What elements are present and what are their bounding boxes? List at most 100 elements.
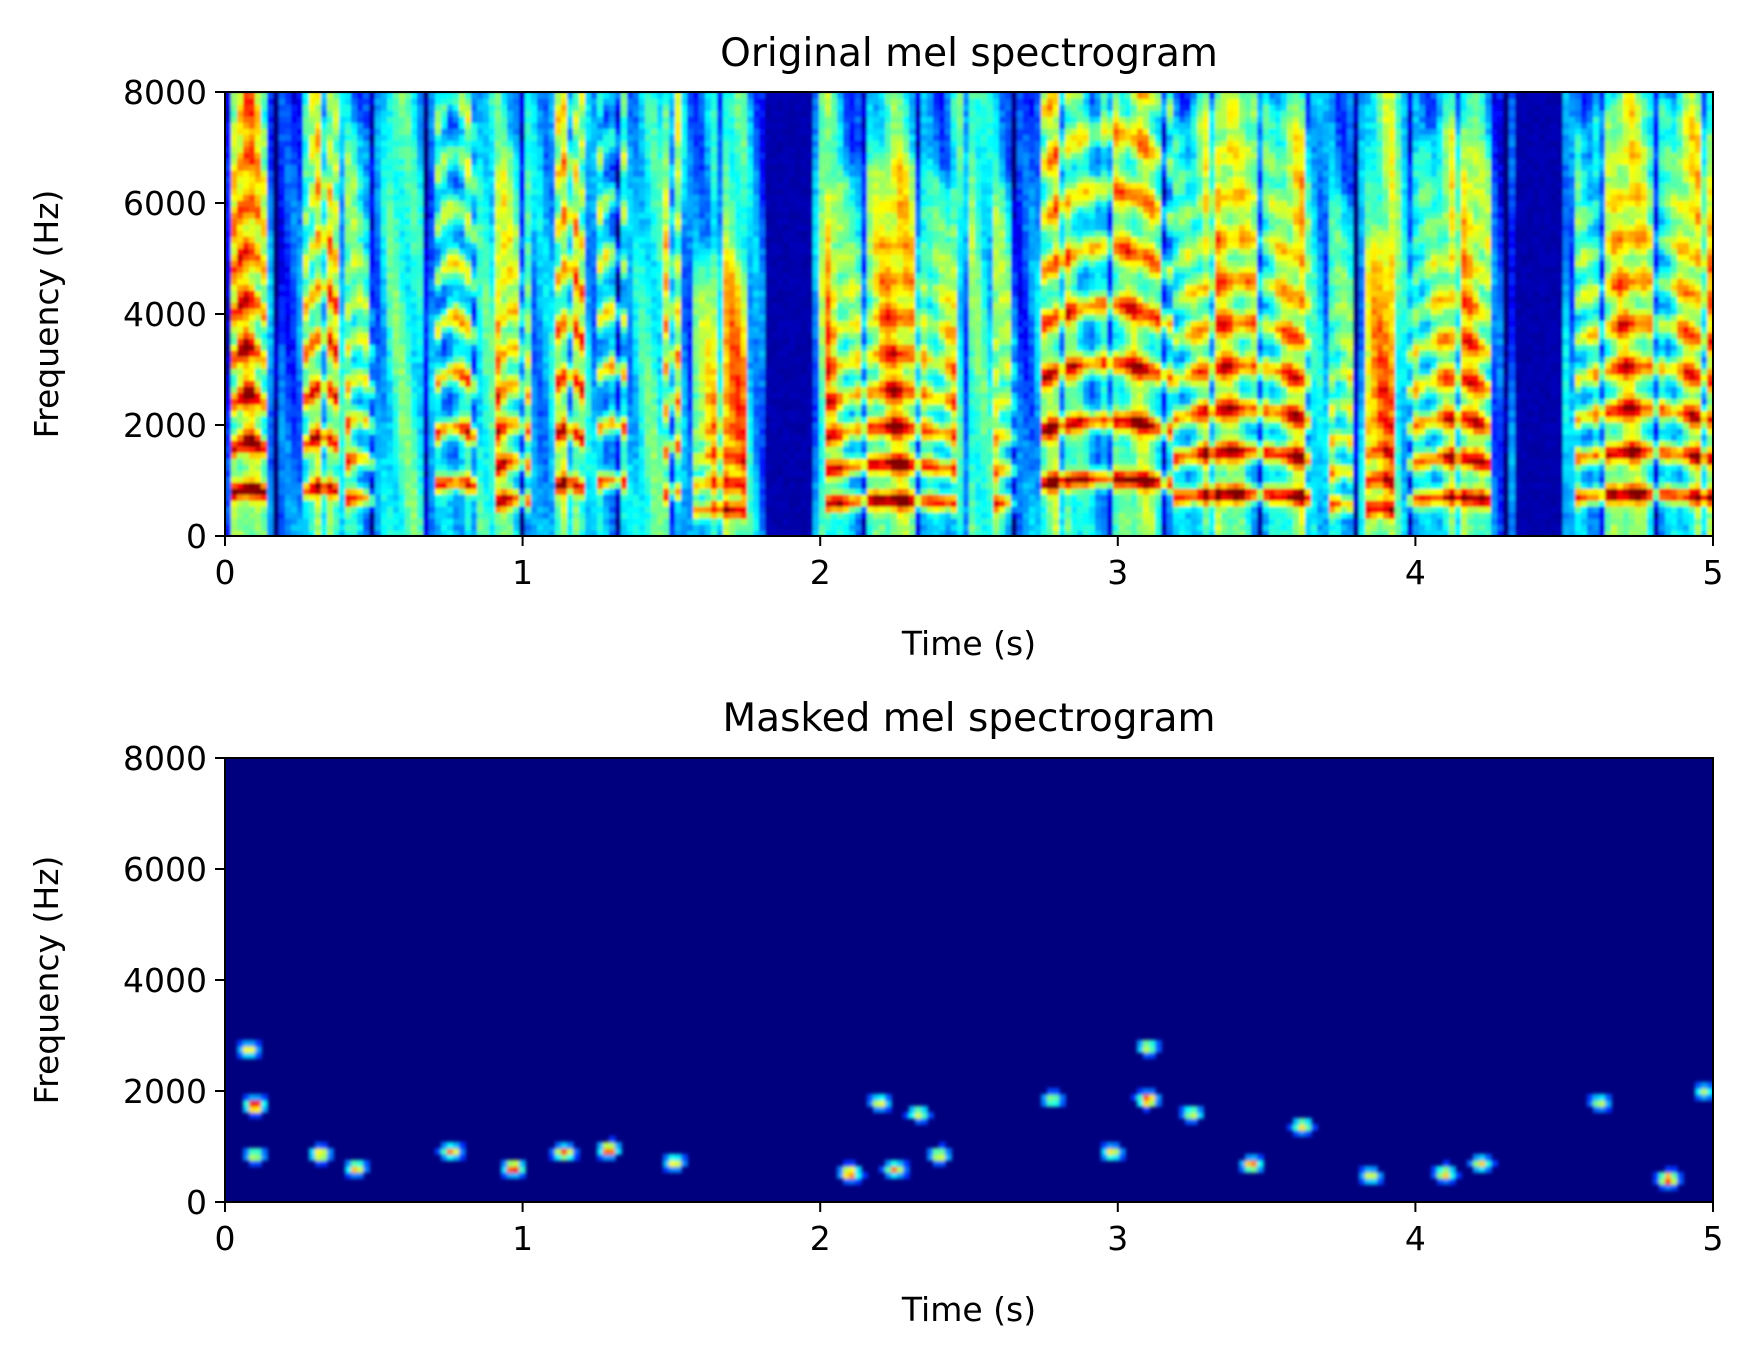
heatmap-cell bbox=[507, 212, 514, 219]
heatmap-cell bbox=[273, 122, 280, 129]
heatmap-cell bbox=[321, 326, 328, 333]
heatmap-cell bbox=[291, 392, 298, 399]
heatmap-cell bbox=[369, 248, 376, 255]
heatmap-cell bbox=[525, 218, 532, 225]
heatmap-cell bbox=[579, 440, 586, 447]
heatmap-cell bbox=[243, 524, 250, 531]
heatmap-cell bbox=[459, 128, 466, 135]
heatmap-cell bbox=[273, 434, 280, 441]
heatmap-cell bbox=[471, 290, 478, 297]
heatmap-cell bbox=[519, 290, 526, 297]
heatmap-cell bbox=[285, 446, 292, 453]
heatmap-cell bbox=[417, 146, 424, 153]
heatmap-cell bbox=[513, 254, 520, 261]
heatmap-cell bbox=[483, 230, 490, 237]
heatmap-cell bbox=[591, 92, 598, 99]
heatmap-cell bbox=[525, 404, 532, 411]
heatmap-cell bbox=[243, 254, 250, 261]
heatmap-cell bbox=[447, 326, 454, 333]
heatmap-cell bbox=[525, 350, 532, 357]
heatmap-cell bbox=[315, 224, 322, 231]
heatmap-cell bbox=[477, 356, 484, 363]
heatmap-cell bbox=[363, 500, 370, 507]
heatmap-cell bbox=[405, 422, 412, 429]
heatmap-cell bbox=[573, 326, 580, 333]
heatmap-cell bbox=[597, 374, 604, 381]
heatmap-cell bbox=[381, 524, 388, 531]
heatmap-cell bbox=[267, 320, 274, 327]
heatmap-cell bbox=[531, 266, 538, 273]
heatmap-cell bbox=[609, 122, 616, 129]
heatmap-cell bbox=[507, 290, 514, 297]
heatmap-cell bbox=[285, 374, 292, 381]
heatmap-cell bbox=[273, 224, 280, 231]
heatmap-cell bbox=[255, 368, 262, 375]
heatmap-cell bbox=[495, 242, 502, 249]
heatmap-cell bbox=[579, 134, 586, 141]
heatmap-cell bbox=[339, 356, 346, 363]
heatmap-cell bbox=[621, 386, 628, 393]
heatmap-cell bbox=[525, 374, 532, 381]
heatmap-cell bbox=[291, 308, 298, 315]
heatmap-cell bbox=[387, 488, 394, 495]
heatmap-cell bbox=[597, 152, 604, 159]
heatmap-cell bbox=[591, 254, 598, 261]
heatmap-cell bbox=[399, 176, 406, 183]
heatmap-cell bbox=[261, 356, 268, 363]
heatmap-cell bbox=[237, 188, 244, 195]
heatmap-cell bbox=[237, 302, 244, 309]
heatmap-cell bbox=[423, 278, 430, 285]
heatmap-cell bbox=[237, 164, 244, 171]
heatmap-cell bbox=[387, 140, 394, 147]
heatmap-cell bbox=[327, 254, 334, 261]
heatmap-cell bbox=[597, 518, 604, 525]
heatmap-cell bbox=[375, 218, 382, 225]
heatmap-cell bbox=[573, 488, 580, 495]
heatmap-cell bbox=[309, 368, 316, 375]
heatmap-cell bbox=[591, 284, 598, 291]
heatmap-cell bbox=[243, 266, 250, 273]
heatmap-cell bbox=[387, 176, 394, 183]
heatmap-cell bbox=[387, 104, 394, 111]
heatmap-cell bbox=[357, 452, 364, 459]
heatmap-cell bbox=[267, 464, 274, 471]
heatmap-cell bbox=[483, 332, 490, 339]
heatmap-cell bbox=[459, 446, 466, 453]
heatmap-cell bbox=[357, 470, 364, 477]
heatmap-cell bbox=[453, 332, 460, 339]
heatmap-cell bbox=[279, 362, 286, 369]
heatmap-cell bbox=[237, 344, 244, 351]
heatmap-cell bbox=[339, 422, 346, 429]
heatmap-cell bbox=[441, 182, 448, 189]
heatmap-cell bbox=[255, 290, 262, 297]
heatmap-cell bbox=[315, 158, 322, 165]
heatmap-cell bbox=[363, 326, 370, 333]
heatmap-cell bbox=[255, 194, 262, 201]
heatmap-cell bbox=[501, 176, 508, 183]
heatmap-cell bbox=[453, 368, 460, 375]
heatmap-cell bbox=[447, 380, 454, 387]
heatmap-cell bbox=[255, 524, 262, 531]
heatmap-cell bbox=[453, 134, 460, 141]
heatmap-cell bbox=[447, 140, 454, 147]
heatmap-cell bbox=[483, 488, 490, 495]
heatmap-cell bbox=[435, 326, 442, 333]
heatmap-cell bbox=[393, 272, 400, 279]
heatmap-cell bbox=[375, 338, 382, 345]
heatmap-cell bbox=[339, 374, 346, 381]
heatmap-cell bbox=[261, 428, 268, 435]
heatmap-cell bbox=[393, 218, 400, 225]
heatmap-cell bbox=[513, 314, 520, 321]
heatmap-cell bbox=[363, 92, 370, 99]
heatmap-cell bbox=[339, 212, 346, 219]
heatmap-cell bbox=[297, 374, 304, 381]
heatmap-cell bbox=[471, 434, 478, 441]
heatmap-cell bbox=[381, 422, 388, 429]
heatmap-cell bbox=[381, 338, 388, 345]
heatmap-cell bbox=[315, 176, 322, 183]
heatmap-cell bbox=[489, 380, 496, 387]
heatmap-cell bbox=[231, 152, 238, 159]
heatmap-cell bbox=[519, 104, 526, 111]
heatmap-cell bbox=[321, 266, 328, 273]
heatmap-cell bbox=[567, 224, 574, 231]
